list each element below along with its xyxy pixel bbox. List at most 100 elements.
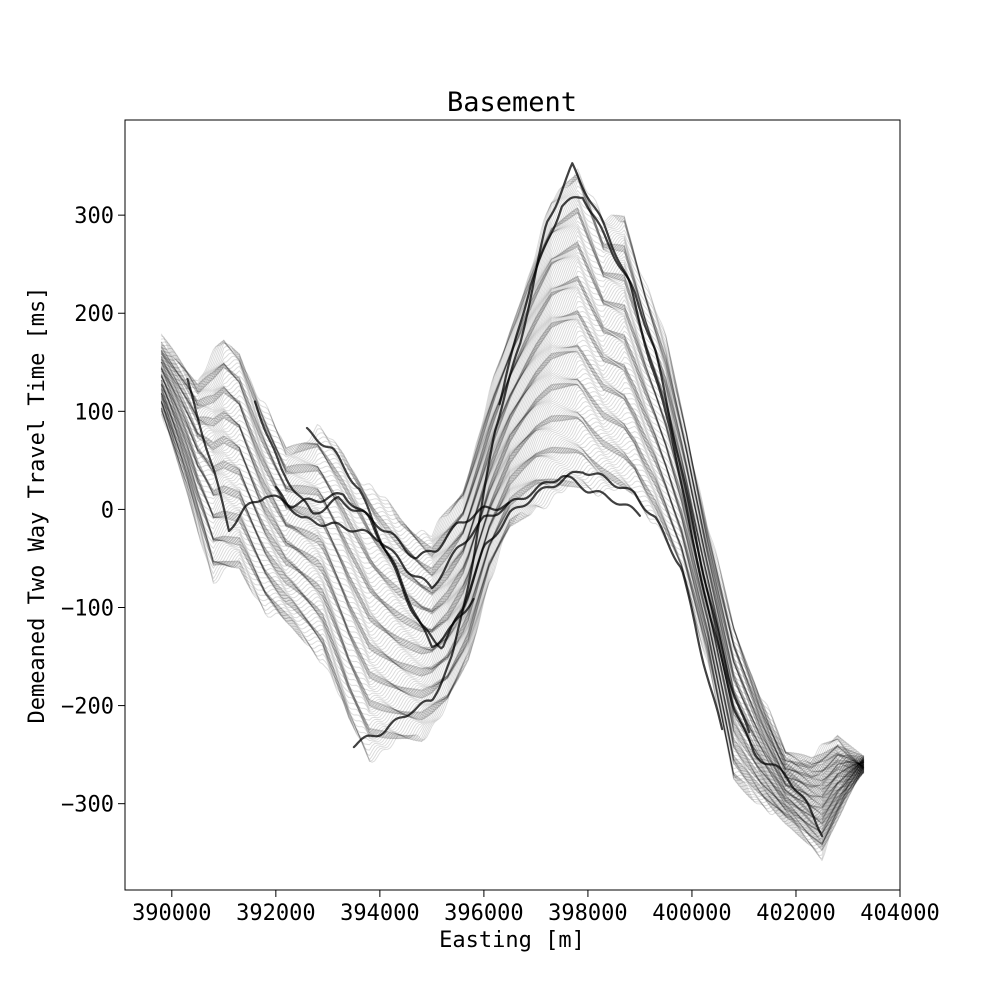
seismic-trace: [160, 383, 865, 830]
seismic-trace: [160, 389, 865, 833]
seismic-trace: [160, 171, 865, 772]
seismic-trace: [160, 176, 865, 767]
seismic-trace: [160, 359, 865, 810]
seismic-trace: [160, 404, 865, 845]
seismic-trace: [160, 289, 865, 793]
dark-trace: [274, 485, 510, 590]
seismic-trace: [160, 280, 865, 798]
seismic-trace: [160, 322, 865, 802]
y-axis-label: Demeaned Two Way Travel Time [ms]: [25, 286, 50, 723]
seismic-trace: [160, 319, 865, 808]
seismic-trace: [160, 390, 865, 825]
seismic-trace: [160, 344, 865, 816]
x-tick-label: 396000: [444, 901, 523, 926]
seismic-trace: [160, 173, 865, 769]
seismic-trace: [160, 312, 865, 803]
seismic-trace: [160, 382, 865, 829]
seismic-trace: [160, 243, 865, 787]
x-axis-ticks: 390000 392000 394000 396000 398000 400000 4020…: [132, 890, 940, 926]
seismic-trace: [160, 320, 865, 805]
seismic-trace: [160, 379, 865, 826]
seismic-trace: [160, 402, 865, 845]
seismic-trace: [160, 406, 865, 848]
seismic-trace: [160, 178, 865, 768]
seismic-trace: [160, 395, 865, 835]
seismic-trace: [160, 378, 865, 819]
seismic-trace: [160, 399, 865, 844]
chart-title: Basement: [447, 87, 577, 118]
seismic-trace: [160, 410, 865, 845]
seismic-trace: [160, 176, 865, 768]
x-tick-label: 392000: [236, 901, 315, 926]
y-tick-label: −200: [61, 695, 114, 720]
seismic-trace: [160, 277, 865, 798]
seismic-trace: [160, 386, 865, 831]
seismic-trace: [160, 401, 865, 844]
seismic-trace: [160, 295, 865, 793]
seismic-trace: [160, 407, 865, 848]
seismic-trace: [160, 383, 865, 830]
seismic-trace: [160, 286, 865, 797]
x-tick-label: 394000: [340, 901, 419, 926]
seismic-trace: [160, 403, 865, 850]
seismic-trace: [160, 180, 865, 765]
y-tick-label: −100: [61, 597, 114, 622]
dark-trace: [498, 196, 751, 734]
seismic-trace: [160, 270, 865, 789]
seismic-trace: [160, 351, 865, 820]
seismic-trace: [160, 177, 865, 769]
seismic-trace: [160, 402, 865, 842]
seismic-trace: [160, 173, 865, 769]
seismic-trace: [160, 414, 865, 862]
traces-group: [160, 168, 865, 862]
seismic-trace: [160, 393, 865, 835]
seismic-trace: [160, 401, 865, 839]
seismic-trace: [160, 410, 865, 846]
seismic-trace: [160, 175, 865, 771]
seismic-trace: [160, 287, 865, 796]
seismic-trace: [160, 310, 865, 807]
seismic-trace: [160, 275, 865, 798]
seismic-trace: [160, 378, 865, 821]
seismic-trace: [160, 242, 865, 788]
seismic-trace: [160, 261, 865, 786]
seismic-trace: [160, 318, 865, 809]
seismic-trace: [160, 407, 865, 850]
seismic-trace: [160, 175, 865, 769]
seismic-trace: [160, 393, 865, 822]
seismic-trace: [160, 402, 865, 833]
seismic-trace: [160, 363, 865, 811]
seismic-trace: [160, 275, 865, 791]
seismic-trace: [160, 168, 865, 771]
seismic-trace: [160, 408, 865, 846]
seismic-trace: [160, 311, 865, 805]
seismic-trace: [160, 393, 865, 835]
seismic-trace: [160, 372, 865, 814]
seismic-trace: [160, 301, 865, 795]
seismic-trace: [160, 398, 865, 835]
seismic-trace: [160, 216, 865, 775]
seismic-trace: [160, 345, 865, 817]
y-axis-ticks: −300 −200 −100 0 100 200 300: [61, 204, 125, 818]
dark-trace: [352, 162, 824, 838]
seismic-trace: [160, 377, 865, 817]
y-tick-label: −300: [61, 793, 114, 818]
seismic-trace: [160, 393, 865, 821]
seismic-trace: [160, 378, 865, 824]
x-tick-label: 404000: [860, 901, 939, 926]
seismic-trace: [160, 368, 865, 812]
x-axis-label: Easting [m]: [439, 928, 585, 953]
seismic-trace: [160, 411, 865, 857]
seismic-trace: [160, 283, 865, 798]
seismic-trace: [160, 387, 865, 825]
seismic-trace: [160, 220, 865, 774]
seismic-trace: [160, 381, 865, 827]
seismic-trace: [160, 230, 865, 780]
seismic-trace: [160, 401, 865, 833]
seismic-trace: [160, 385, 865, 828]
seismic-trace: [160, 386, 865, 823]
dark-trace: [305, 426, 475, 649]
y-tick-label: 0: [101, 498, 114, 523]
seismic-trace: [160, 401, 865, 839]
seismic-trace: [160, 384, 865, 827]
